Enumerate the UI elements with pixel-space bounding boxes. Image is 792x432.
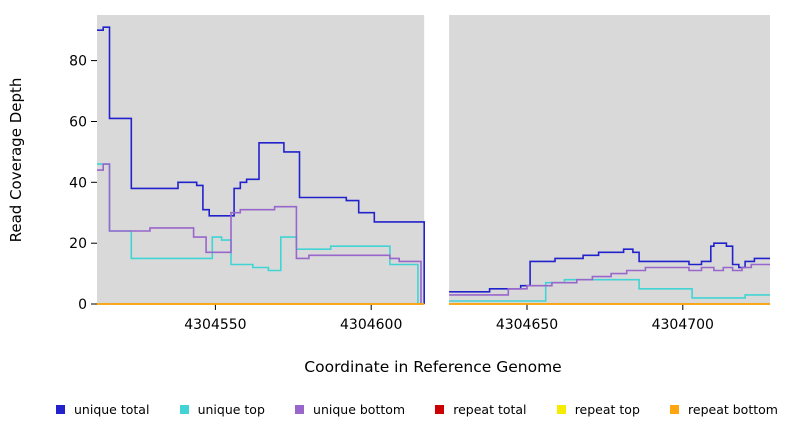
coverage-gap-band — [424, 15, 450, 304]
series-line-unique-total — [97, 26, 425, 304]
legend: unique total unique top unique bottom re… — [0, 386, 792, 432]
legend-label-repeat-total: repeat total — [453, 401, 527, 417]
y-tick-label: 0 — [78, 297, 87, 313]
y-tick-label: 40 — [69, 175, 87, 191]
legend-swatch-unique-top — [179, 404, 189, 414]
legend-item-unique-total: unique total — [56, 402, 149, 417]
legend-label-unique-total: unique total — [74, 401, 150, 417]
x-axis-title: Coordinate in Reference Genome — [304, 358, 561, 376]
legend-swatch-repeat-bottom — [670, 404, 680, 414]
plot-canvas: 4304550 4304600 4304650 4304700 0 20 40 60 80 Re… — [7, 15, 770, 376]
y-tick-label: 20 — [69, 236, 87, 252]
y-tick-label: 60 — [69, 115, 87, 131]
legend-item-unique-bottom: unique bottom — [295, 402, 405, 417]
legend-label-unique-top: unique top — [197, 401, 265, 417]
legend-item-repeat-bottom: repeat bottom — [670, 402, 778, 417]
series-line-unique-bottom — [97, 163, 422, 304]
x-tick-label: 4304600 — [340, 317, 402, 333]
plot-dynamic: 4304550 4304600 4304650 4304700 0 20 40 60 80 — [69, 15, 770, 333]
series-line-unique-bottom — [449, 263, 770, 296]
x-tick-label: 4304700 — [652, 317, 714, 333]
series-line-unique-top — [97, 163, 419, 304]
legend-item-repeat-top: repeat top — [556, 401, 640, 417]
legend-label-unique-bottom: unique bottom — [313, 401, 406, 417]
y-tick-label: 80 — [69, 54, 87, 70]
legend-item-unique-top: unique top — [179, 401, 265, 417]
series-line-unique-top — [449, 278, 770, 302]
x-tick-label: 4304650 — [496, 317, 558, 333]
legend-swatch-repeat-total — [435, 404, 445, 414]
legend-label-repeat-bottom: repeat bottom — [688, 401, 778, 417]
y-axis-title: Read Coverage Depth — [7, 78, 25, 243]
legend-swatch-unique-bottom — [295, 404, 305, 414]
legend-label-repeat-top: repeat top — [574, 401, 640, 417]
series-line-unique-total — [449, 242, 770, 293]
legend-item-repeat-total: repeat total — [435, 401, 527, 417]
x-tick-label: 4304550 — [184, 317, 246, 333]
legend-swatch-unique-total — [56, 404, 65, 414]
legend-swatch-repeat-top — [556, 404, 566, 414]
